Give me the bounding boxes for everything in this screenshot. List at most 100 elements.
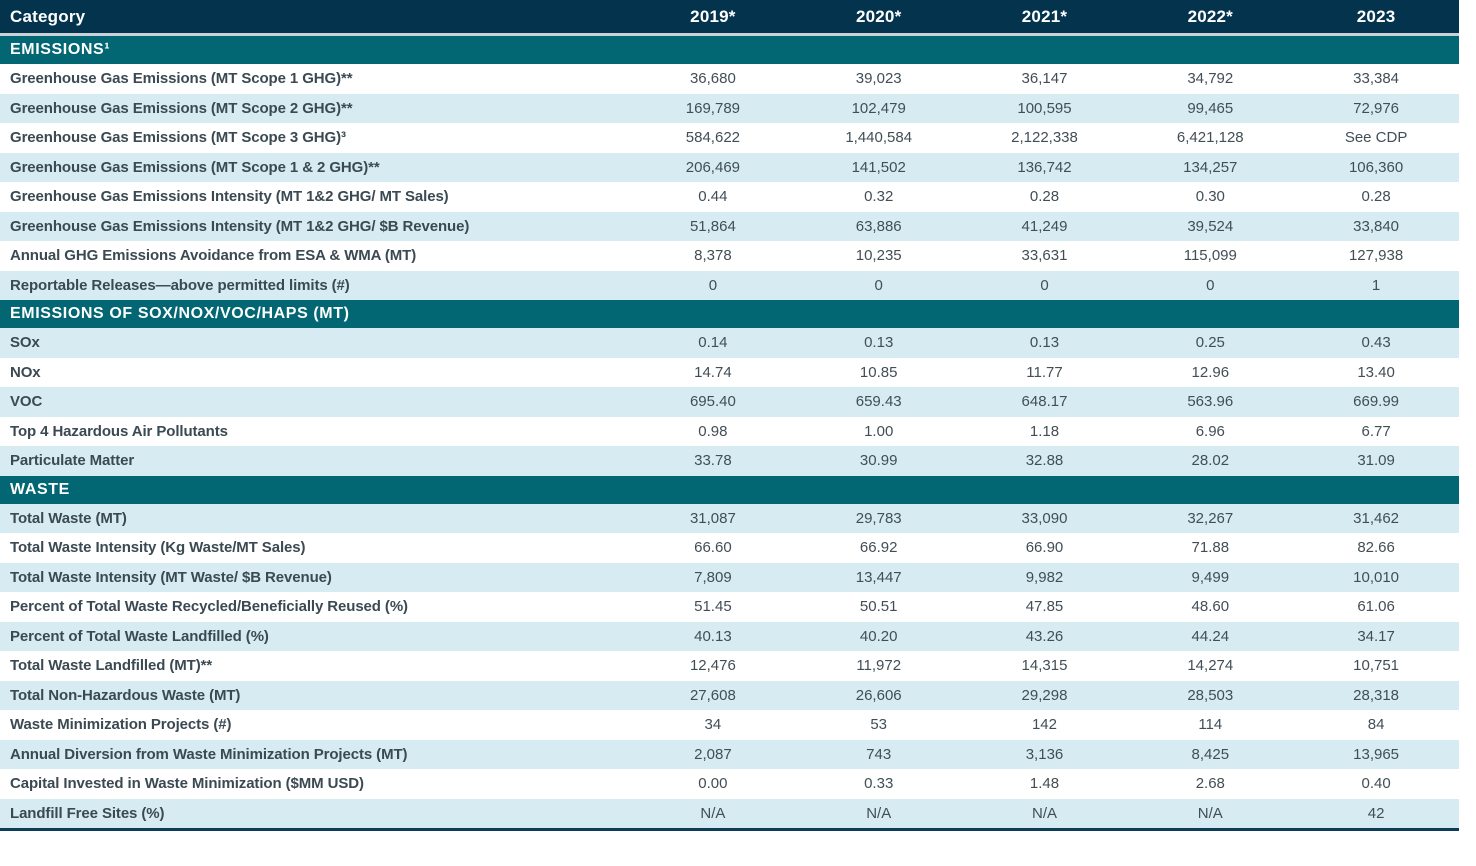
table-row: Particulate Matter 33.78 30.99 32.88 28.02 31… xyxy=(0,446,1459,476)
cell-value: 28,503 xyxy=(1187,686,1234,704)
cell-value: 9,499 xyxy=(1191,568,1230,586)
cell-value: 66.92 xyxy=(859,539,898,557)
cell-value: 29,783 xyxy=(855,509,902,527)
table-row: Reportable Releases—above permitted limi… xyxy=(0,270,1459,300)
column-header-year: 2023 xyxy=(1356,6,1396,26)
column-header-year: 2022* xyxy=(1187,6,1233,26)
row-label: Total Non-Hazardous Waste (MT) xyxy=(10,686,241,704)
cell-value: 0 xyxy=(1206,276,1215,294)
cell-value: 106,360 xyxy=(1348,158,1404,176)
cell-value: 8,378 xyxy=(694,247,732,265)
cell-value: 9,982 xyxy=(1025,568,1064,586)
cell-value: 28,318 xyxy=(1353,686,1400,704)
cell-value: 36,147 xyxy=(1021,70,1068,88)
cell-value: N/A xyxy=(1031,804,1057,822)
cell-value: 6.77 xyxy=(1361,422,1391,440)
cell-value: 8,425 xyxy=(1191,745,1230,763)
row-label: Greenhouse Gas Emissions (MT Scope 2 GHG… xyxy=(10,99,353,117)
row-label: Particulate Matter xyxy=(10,452,135,470)
cell-value: 32,267 xyxy=(1187,509,1234,527)
cell-value: 33,840 xyxy=(1353,217,1400,235)
cell-value: 0.33 xyxy=(864,775,894,793)
cell-value: 115,099 xyxy=(1183,247,1237,265)
cell-value: 61.06 xyxy=(1357,598,1395,616)
row-label: Reportable Releases—above permitted limi… xyxy=(10,276,350,294)
table-row: Total Waste Intensity (MT Waste/ $B Reve… xyxy=(0,562,1459,592)
cell-value: 0.43 xyxy=(1361,334,1391,352)
cell-value: 169,789 xyxy=(685,99,741,117)
cell-value: 66.90 xyxy=(1025,539,1064,557)
cell-value: 50.51 xyxy=(859,598,898,616)
cell-value: 34,792 xyxy=(1187,70,1234,88)
table-row: Landfill Free Sites (%) N/A N/A N/A N/A 42 xyxy=(0,798,1459,828)
cell-value: 1,440,584 xyxy=(845,129,913,147)
cell-value: See CDP xyxy=(1344,129,1408,147)
cell-value: 695.40 xyxy=(689,393,736,411)
table-row: Top 4 Hazardous Air Pollutants 0.98 1.00 1.… xyxy=(0,416,1459,446)
cell-value: 743 xyxy=(866,745,892,763)
row-label: VOC xyxy=(10,393,43,411)
table-row: Greenhouse Gas Emissions Intensity (MT 1… xyxy=(0,211,1459,241)
cell-value: 584,622 xyxy=(685,129,741,147)
cell-value: 142 xyxy=(1031,716,1057,734)
row-label: Greenhouse Gas Emissions (MT Scope 3 GHG… xyxy=(10,129,346,147)
cell-value: 0.98 xyxy=(698,422,728,440)
cell-value: 33,090 xyxy=(1021,509,1068,527)
cell-value: 0 xyxy=(1040,276,1049,294)
cell-value: 14,315 xyxy=(1021,657,1068,675)
cell-value: 39,524 xyxy=(1187,217,1234,235)
cell-value: 33,631 xyxy=(1021,247,1068,265)
cell-value: 114 xyxy=(1198,716,1223,734)
cell-value: 48.60 xyxy=(1191,598,1230,616)
cell-value: 47.85 xyxy=(1025,598,1064,616)
cell-value: 0 xyxy=(874,276,883,294)
table-row: Greenhouse Gas Emissions (MT Scope 1 & 2… xyxy=(0,152,1459,182)
cell-value: N/A xyxy=(866,804,892,822)
table-row: Greenhouse Gas Emissions (MT Scope 3 GHG… xyxy=(0,123,1459,153)
esg-data-table: Category 2019* 2020* 2021* 2022* 2023 EMISSIO… xyxy=(0,0,1459,831)
table-row: NOx 14.74 10.85 11.77 12.96 13.40 xyxy=(0,357,1459,387)
cell-value: 141,502 xyxy=(851,158,906,176)
row-label: Annual GHG Emissions Avoidance from ESA … xyxy=(10,247,417,265)
table-row: Greenhouse Gas Emissions (MT Scope 2 GHG… xyxy=(0,93,1459,123)
cell-value: 10,235 xyxy=(855,247,902,265)
table-row: Total Waste (MT) 31,087 29,783 33,090 32,267… xyxy=(0,503,1459,533)
cell-value: 40.13 xyxy=(694,627,732,645)
cell-value: 12,476 xyxy=(689,657,736,675)
row-label: NOx xyxy=(10,363,41,381)
cell-value: 14.74 xyxy=(694,363,732,381)
cell-value: 1.00 xyxy=(864,422,894,440)
cell-value: 13,447 xyxy=(855,568,902,586)
row-label: Total Waste Intensity (Kg Waste/MT Sales… xyxy=(10,539,306,557)
column-header-category: Category xyxy=(10,6,86,26)
section-header: EMISSIONS OF SOX/NOX/VOC/HAPS (MT) xyxy=(0,300,1459,328)
cell-value: 134,257 xyxy=(1183,158,1238,176)
cell-value: 0.13 xyxy=(1029,334,1060,352)
cell-value: 2,122,338 xyxy=(1011,129,1078,147)
table-row: Total Waste Intensity (Kg Waste/MT Sales… xyxy=(0,533,1459,563)
cell-value: 71.88 xyxy=(1191,539,1230,557)
cell-value: 0.44 xyxy=(698,188,728,206)
row-label: Total Waste (MT) xyxy=(10,509,127,527)
cell-value: 41,249 xyxy=(1021,217,1068,235)
cell-value: 659.43 xyxy=(855,393,902,411)
section-title: EMISSIONS¹ xyxy=(10,41,111,58)
column-header-year: 2020* xyxy=(855,6,902,26)
cell-value: 0.28 xyxy=(1361,188,1391,206)
cell-value: 28.02 xyxy=(1191,452,1230,470)
cell-value: 206,469 xyxy=(685,158,741,176)
cell-value: 0.40 xyxy=(1361,775,1391,793)
cell-value: 26,606 xyxy=(855,686,902,704)
cell-value: 0 xyxy=(708,276,718,294)
cell-value: 136,742 xyxy=(1017,158,1072,176)
cell-value: 11.77 xyxy=(1026,363,1063,381)
section-header: WASTE xyxy=(0,475,1459,504)
cell-value: 30.99 xyxy=(859,452,898,470)
cell-value: 7,809 xyxy=(694,568,732,586)
cell-value: 2.68 xyxy=(1195,775,1225,793)
column-header-year: 2021* xyxy=(1021,6,1068,26)
table-row: Total Waste Landfilled (MT)** 12,476 11,97… xyxy=(0,651,1459,681)
table-row: Percent of Total Waste Landfilled (%) 40.… xyxy=(0,621,1459,651)
cell-value: 1 xyxy=(1371,276,1381,294)
table-row: Capital Invested in Waste Minimization (… xyxy=(0,769,1459,799)
